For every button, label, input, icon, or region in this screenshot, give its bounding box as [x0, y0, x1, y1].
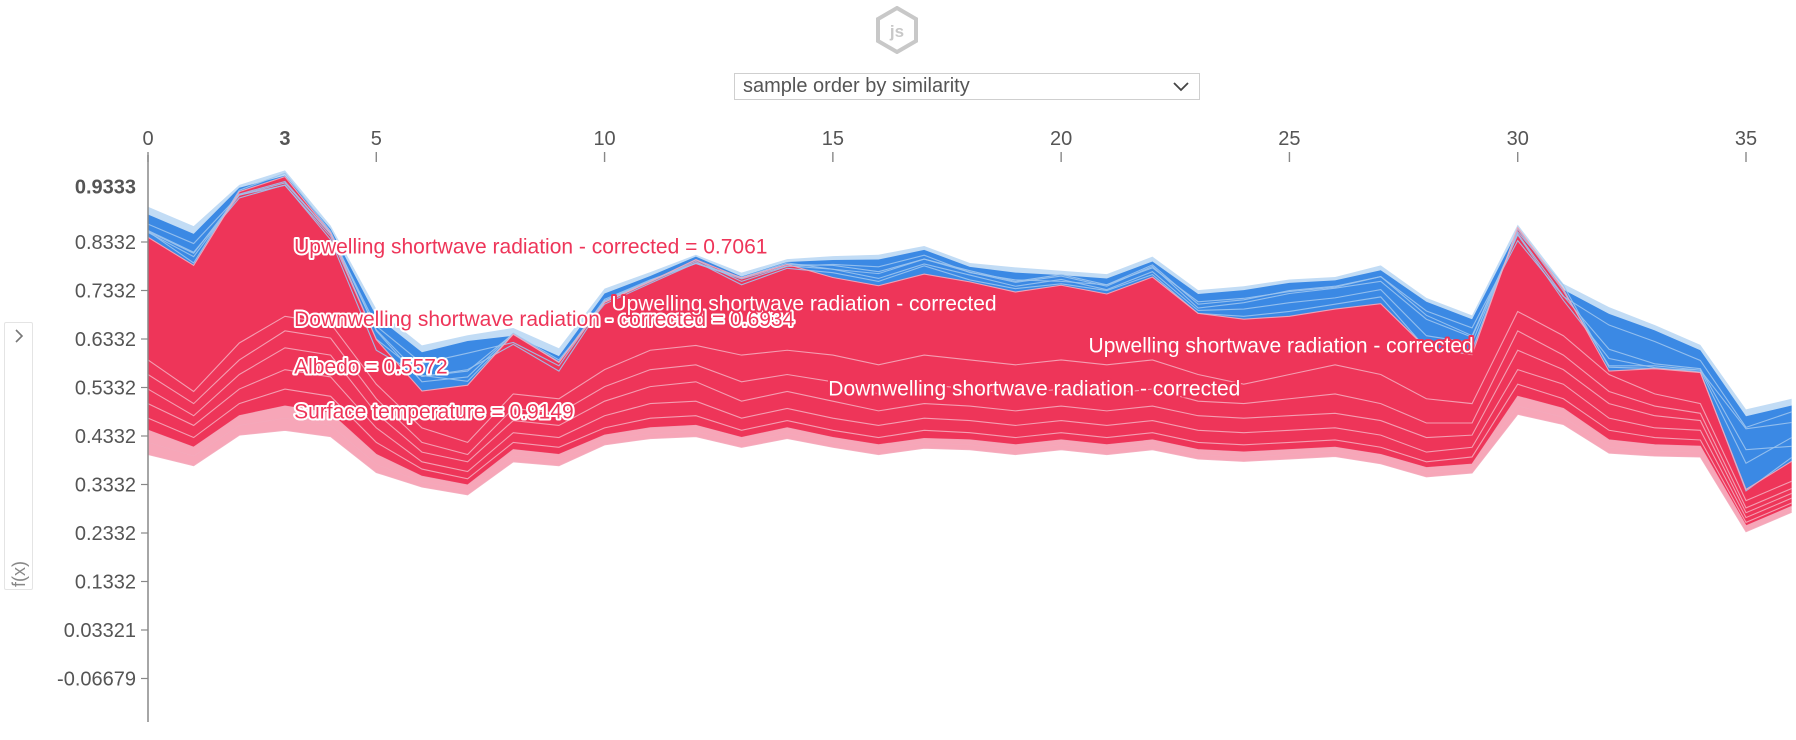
series-line [147, 330, 1792, 509]
y-tick-label: 0.3332 [75, 475, 136, 497]
series-line [147, 180, 1792, 451]
feature-label: Upwelling shortwave radiation - correcte… [294, 235, 767, 258]
x-tick-label: 25 [1278, 128, 1300, 150]
feature-label: Upwelling shortwave radiation - correcte… [1089, 335, 1474, 358]
y-tick-label: 0.7332 [75, 281, 136, 303]
feature-label: Albedo = 0.5572 [294, 356, 448, 379]
x-tick-label: 5 [371, 128, 382, 150]
series-line [147, 175, 1792, 491]
series-line [147, 310, 1792, 502]
js-logo-icon: js [876, 6, 918, 54]
feature-label: Downwelling shortwave radiation - correc… [828, 377, 1240, 400]
y-tick-label: 0.2332 [75, 523, 136, 545]
x-tick-label: 20 [1050, 128, 1072, 150]
side-panel-toggle[interactable] [4, 322, 33, 590]
series-lines [147, 172, 1792, 533]
series-line [147, 395, 1792, 527]
x-tick-label-highlight: 3 [279, 128, 290, 150]
y-tick-label: 0.1332 [75, 572, 136, 594]
y-tick-label: 0.8332 [75, 232, 136, 254]
x-tick-label: 35 [1735, 128, 1757, 150]
sample-order-value: sample order by similarity [743, 75, 970, 97]
y-tick-label-highlight: 0.9333 [75, 176, 136, 198]
chevron-right-icon [15, 329, 24, 343]
y-highlight-bg [62, 174, 136, 197]
y-tick-label: 0.4332 [75, 426, 136, 448]
x-tick-label: 10 [593, 128, 615, 150]
series-line [147, 383, 1792, 524]
area-negative [148, 175, 1792, 490]
js-logo-text: js [889, 22, 904, 41]
x-tick-label: 15 [822, 128, 844, 150]
area-positive [148, 176, 1792, 526]
series-line [147, 172, 1792, 465]
y-tick-label: 0.6332 [75, 329, 136, 351]
chevron-down-icon [1173, 81, 1189, 91]
feature-label: Surface temperature = 0.9149 [294, 401, 574, 424]
series-line [147, 405, 1792, 530]
y-tick-label: -0.06679 [57, 668, 136, 690]
y-tick-label: 0.5332 [75, 378, 136, 400]
feature-labels: Upwelling shortwave radiation - correcte… [292, 233, 1476, 425]
x-tick-label: 30 [1507, 128, 1529, 150]
x-tick-label: 0 [142, 128, 153, 150]
area-layers [148, 170, 1792, 532]
sample-order-select[interactable]: sample order by similarity [734, 73, 1200, 100]
y-tick-label: 0.03321 [64, 620, 136, 642]
series-line [147, 413, 1792, 533]
series-line [147, 347, 1792, 514]
series-line [147, 368, 1792, 519]
feature-label: Downwelling shortwave radiation - correc… [294, 308, 795, 331]
feature-label: Upwelling shortwave radiation - correcte… [611, 292, 996, 315]
